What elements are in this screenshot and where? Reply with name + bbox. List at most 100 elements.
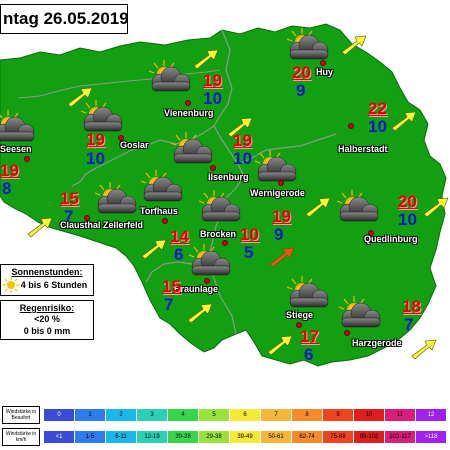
sun-cloud-icon-torfhaus (140, 169, 183, 202)
sun-cloud-icon-goslar (80, 99, 123, 132)
temp-min: 7 (404, 315, 414, 334)
wind-arrow-icon (267, 335, 293, 356)
rain-amount: 0 bis 0 mm (23, 326, 71, 336)
city-label: Seesen (0, 144, 32, 154)
sun-cloud-icon-harzgerode (338, 295, 381, 328)
sunshine-label: Sonnenstunden: (11, 267, 83, 277)
legend-kmh-cell: 89-102 (354, 431, 384, 443)
city-label: Stiege (286, 310, 314, 320)
legend-beaufort-cell: 8 (292, 409, 322, 421)
temp-max: 20 (292, 63, 311, 82)
city-label: Wernigerode (250, 188, 305, 198)
temp-min: 10 (368, 117, 387, 136)
temp-max: 19 (203, 71, 222, 90)
sun-cloud-icon-brocken (198, 189, 241, 222)
temp-max: 10 (240, 225, 259, 244)
legend-kmh-cell: 20-28 (168, 431, 198, 443)
temp-min: 7 (164, 295, 174, 314)
temp-max: 17 (300, 327, 319, 346)
temp-min: 10 (86, 149, 105, 168)
wind-arrow-icon (67, 87, 93, 108)
legend-beaufort-cell: 9 (323, 409, 353, 421)
city-dot (344, 330, 350, 336)
legend-kmh-label: Windstärke in km/h (2, 428, 40, 446)
temp-min: 10 (203, 89, 222, 108)
sun-icon (3, 277, 19, 293)
wind-arrow-icon (391, 111, 417, 132)
wind-arrow-icon (27, 217, 53, 238)
legend-kmh-cell: 1-5 (75, 431, 105, 443)
temp-max: 19 (272, 207, 291, 226)
wind-arrow-icon (411, 339, 437, 360)
temp-min: 6 (304, 345, 314, 364)
legend-beaufort: Windstärke in Beaufort 0 1 2 3 4 5 6 7 8 9 10 11 12 (0, 406, 450, 426)
temp-min: 8 (2, 179, 12, 198)
legend-kmh: Windstärke in km/h <1 1-5 6-11 12-19 20-28 29… (0, 428, 450, 448)
sun-cloud-icon-vienenburg (148, 59, 191, 92)
legend-beaufort-cell: 10 (354, 409, 384, 421)
wind-arrow-icon (193, 49, 219, 70)
legend-beaufort-cell: 11 (385, 409, 415, 421)
temp-max: 18 (402, 297, 421, 316)
temp-min: 6 (174, 245, 184, 264)
wind-arrow-icon (305, 197, 331, 218)
city-dot (24, 156, 30, 162)
wind-arrow-icon (141, 239, 167, 260)
city-label: Harzgerode (352, 338, 402, 348)
district-border-north (17, 69, 221, 99)
sun-cloud-icon-seesen (0, 109, 35, 142)
temp-min: 5 (244, 243, 254, 262)
city-label: Vienenburg (164, 108, 214, 118)
wind-arrow-strong-icon (269, 247, 295, 268)
legend-beaufort-label: Windstärke in Beaufort (2, 406, 40, 424)
city-label: Torfhaus (140, 206, 178, 216)
legend-kmh-cell: 6-11 (106, 431, 136, 443)
legend-kmh-cell: 12-19 (137, 431, 167, 443)
temp-max: 19 (233, 131, 252, 150)
rain-risk-box: Regenrisiko: <20 % 0 bis 0 mm (0, 300, 94, 340)
sunshine-value: 4 bis 6 Stunden (20, 280, 88, 290)
sun-cloud-icon-stiege (286, 275, 329, 308)
legend-kmh-cell: 50-61 (261, 431, 291, 443)
temp-min: 7 (64, 207, 74, 226)
city-label: Quedlinburg (364, 234, 418, 244)
legend-kmh-cell: 75-88 (323, 431, 353, 443)
legend-beaufort-cell: 2 (106, 409, 136, 421)
legend-beaufort-cell: 3 (137, 409, 167, 421)
legend-kmh-cell: 39-49 (230, 431, 260, 443)
sun-cloud-icon-wernigerode (254, 149, 297, 182)
city-dot (185, 100, 191, 106)
rain-risk-label: Regenrisiko: (19, 303, 75, 313)
city-dot (278, 180, 284, 186)
legend-kmh-cell: 103-117 (385, 431, 415, 443)
temp-max: 22 (368, 99, 387, 118)
legend-beaufort-cell: 12 (416, 409, 446, 421)
wind-arrow-icon (187, 303, 213, 324)
city-dot (118, 135, 124, 141)
city-dot (368, 230, 374, 236)
wind-arrow-icon (423, 197, 449, 218)
temp-min: 9 (296, 81, 306, 100)
temp-min: 10 (398, 210, 417, 229)
legend-beaufort-cell: 0 (44, 409, 74, 421)
wind-arrow-icon (341, 35, 367, 56)
city-label: Huy (316, 67, 334, 77)
city-dot (320, 60, 326, 66)
legend-kmh-cell: >118 (416, 431, 446, 443)
temp-max: 20 (398, 192, 417, 211)
sun-cloud-icon-huy (286, 27, 329, 60)
legend-kmh-cell: 29-38 (199, 431, 229, 443)
city-label: Halberstadt (338, 144, 388, 154)
city-dot (222, 240, 228, 246)
city-dot (348, 123, 354, 129)
legend-kmh-cell: 62-74 (292, 431, 322, 443)
city-dot (296, 322, 302, 328)
city-dot (204, 278, 210, 284)
city-label: Brocken (200, 229, 237, 239)
legend-beaufort-cell: 1 (75, 409, 105, 421)
city-label: Goslar (120, 140, 149, 150)
sun-cloud-icon-quedlinburg (336, 189, 379, 222)
temp-max: 15 (162, 277, 181, 296)
city-dot (84, 215, 90, 221)
legend-beaufort-cell: 6 (230, 409, 260, 421)
